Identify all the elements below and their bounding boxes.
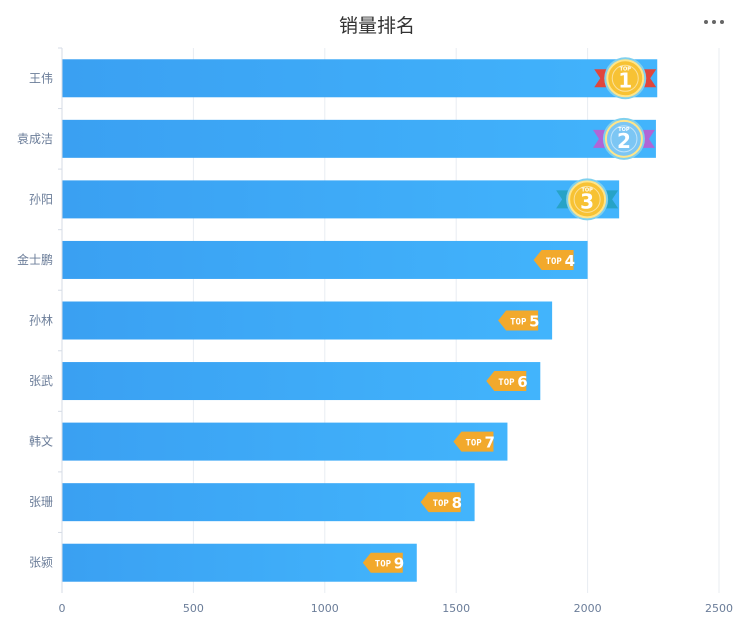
tag-shape xyxy=(533,249,574,270)
tag-shape xyxy=(498,310,539,331)
tag-rank: 7 xyxy=(484,434,494,452)
medal-top-label: TOP xyxy=(620,66,632,72)
tag-rank: 9 xyxy=(394,555,404,573)
bar xyxy=(62,59,658,98)
x-tick-label: 2000 xyxy=(574,602,602,615)
dot xyxy=(712,20,716,24)
tag-top-label: TOP xyxy=(546,257,563,267)
more-options-icon[interactable] xyxy=(704,15,724,29)
x-tick-label: 0 xyxy=(59,602,66,615)
y-tick-label: 孙阳 xyxy=(29,192,53,206)
rank-tag: TOP 6 xyxy=(486,371,528,392)
medal-rank: 2 xyxy=(617,129,631,153)
y-tick-label: 张珊 xyxy=(29,495,53,509)
bar xyxy=(62,543,417,582)
bar xyxy=(62,422,508,461)
tag-top-label: TOP xyxy=(375,560,392,570)
dot xyxy=(704,20,708,24)
tag-rank: 5 xyxy=(529,313,539,331)
bar xyxy=(62,362,541,401)
bar xyxy=(62,180,620,219)
x-tick-label: 2500 xyxy=(705,602,733,615)
medal-rank: 3 xyxy=(580,189,594,213)
y-tick-label: 张颍 xyxy=(29,556,53,570)
tag-rank: 4 xyxy=(565,252,575,270)
x-tick-label: 500 xyxy=(183,602,204,615)
bar xyxy=(62,301,553,340)
tag-top-label: TOP xyxy=(465,439,482,449)
x-tick-label: 1000 xyxy=(311,602,339,615)
dot xyxy=(720,20,724,24)
medal-ring xyxy=(610,125,638,153)
bars xyxy=(62,59,658,582)
tag-top-label: TOP xyxy=(498,378,515,388)
medal-ring xyxy=(573,185,601,213)
tag-rank: 8 xyxy=(452,494,462,512)
rank-tag: TOP 4 xyxy=(533,249,575,270)
bar xyxy=(62,240,588,279)
tag-top-label: TOP xyxy=(433,499,450,509)
y-tick-label: 王伟 xyxy=(29,71,53,85)
tag-rank: 6 xyxy=(517,373,527,391)
tag-shape xyxy=(420,492,461,513)
tag-shape xyxy=(486,371,527,392)
rank-tag: TOP 8 xyxy=(420,492,462,513)
medal-top-label: TOP xyxy=(581,187,593,193)
tag-shape xyxy=(453,431,494,452)
x-tick-label: 1500 xyxy=(442,602,470,615)
rank-tag: TOP 7 xyxy=(453,431,495,452)
bar xyxy=(62,483,475,522)
rank-tag: TOP 5 xyxy=(498,310,540,331)
bar xyxy=(62,119,656,158)
y-tick-label: 张武 xyxy=(29,374,53,388)
y-tick-label: 金士鹏 xyxy=(17,252,53,267)
y-tick-label: 孙林 xyxy=(29,314,53,328)
medal-ring xyxy=(611,64,639,92)
chart-title: 销量排名 xyxy=(338,15,415,37)
tag-shape xyxy=(362,552,403,573)
rank-tag: TOP 9 xyxy=(362,552,404,573)
tag-top-label: TOP xyxy=(510,318,527,328)
medal-rank: 1 xyxy=(618,68,632,92)
y-tick-label: 韩文 xyxy=(29,434,53,449)
medal-top-label: TOP xyxy=(618,127,630,133)
y-tick-label: 袁成洁 xyxy=(17,132,53,146)
